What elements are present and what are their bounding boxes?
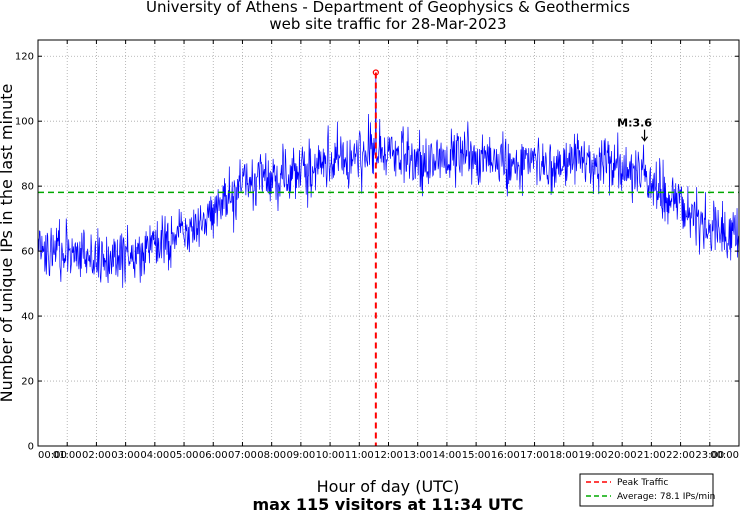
y-axis-ticks: 0 20 40 60 80 100 120: [15, 52, 739, 453]
x-tick-label: 20:00: [608, 450, 637, 461]
y-tick-label: 120: [15, 52, 34, 63]
x-tick-label: 15:00: [462, 450, 491, 461]
traffic-line: [37, 72, 740, 288]
legend-peak-label: Peak Traffic: [617, 478, 668, 488]
x-tick-label: 10:00: [316, 450, 345, 461]
y-tick-label: 80: [21, 182, 34, 193]
x-tick-label: 03:00: [111, 450, 140, 461]
x-tick-label: 18:00: [549, 450, 578, 461]
x-tick-label: 12:00: [374, 450, 403, 461]
grid-lines: [37, 40, 740, 447]
legend-average-label: Average: 78.1 IPs/min: [617, 492, 715, 502]
x-tick-label: 04:00: [140, 450, 169, 461]
x-tick-label: 11:00: [345, 450, 374, 461]
x-tick-label: 00:00: [710, 450, 739, 461]
x-tick-label: 17:00: [520, 450, 549, 461]
x-axis-label: Hour of day (UTC): [317, 477, 460, 496]
chart-subtitle: max 115 visitors at 11:34 UTC: [252, 495, 523, 511]
y-tick-label: 0: [28, 442, 34, 453]
legend: Peak Traffic Average: 78.1 IPs/min: [579, 473, 715, 507]
x-tick-label: 08:00: [257, 450, 286, 461]
x-tick-label: 06:00: [199, 450, 228, 461]
x-tick-label: 02:00: [82, 450, 111, 461]
x-tick-label: 16:00: [491, 450, 520, 461]
x-tick-label: 14:00: [433, 450, 462, 461]
reference-lines: [38, 69, 739, 446]
x-tick-label: 05:00: [170, 450, 199, 461]
x-tick-label: 23:00: [695, 450, 724, 461]
x-tick-label: 13:00: [403, 450, 432, 461]
x-tick-label: 22:00: [666, 450, 695, 461]
peak-marker: [372, 69, 379, 76]
y-tick-label: 100: [15, 117, 34, 128]
chart-title-line2: web site traffic for 28-Mar-2023: [269, 15, 506, 33]
traffic-series: [37, 72, 740, 288]
earthquake-arrow-head: [641, 136, 649, 142]
y-tick-label: 40: [21, 312, 34, 323]
x-tick-label: 01:00: [53, 450, 82, 461]
y-tick-label: 60: [21, 247, 34, 258]
x-tick-label: 00:00: [38, 450, 67, 461]
x-tick-label: 19:00: [579, 450, 608, 461]
x-tick-label: 21:00: [637, 450, 666, 461]
earthquake-annotation: M:3.6: [617, 117, 652, 142]
chart-title-line1: University of Athens - Department of Geo…: [146, 0, 630, 16]
y-axis-label: Number of unique IPs in the last minute: [0, 84, 16, 403]
x-tick-label: 07:00: [228, 450, 257, 461]
y-tick-label: 20: [21, 377, 34, 388]
earthquake-annotation-label: M:3.6: [617, 117, 652, 130]
x-tick-label: 09:00: [286, 450, 315, 461]
legend-box: [579, 473, 714, 507]
